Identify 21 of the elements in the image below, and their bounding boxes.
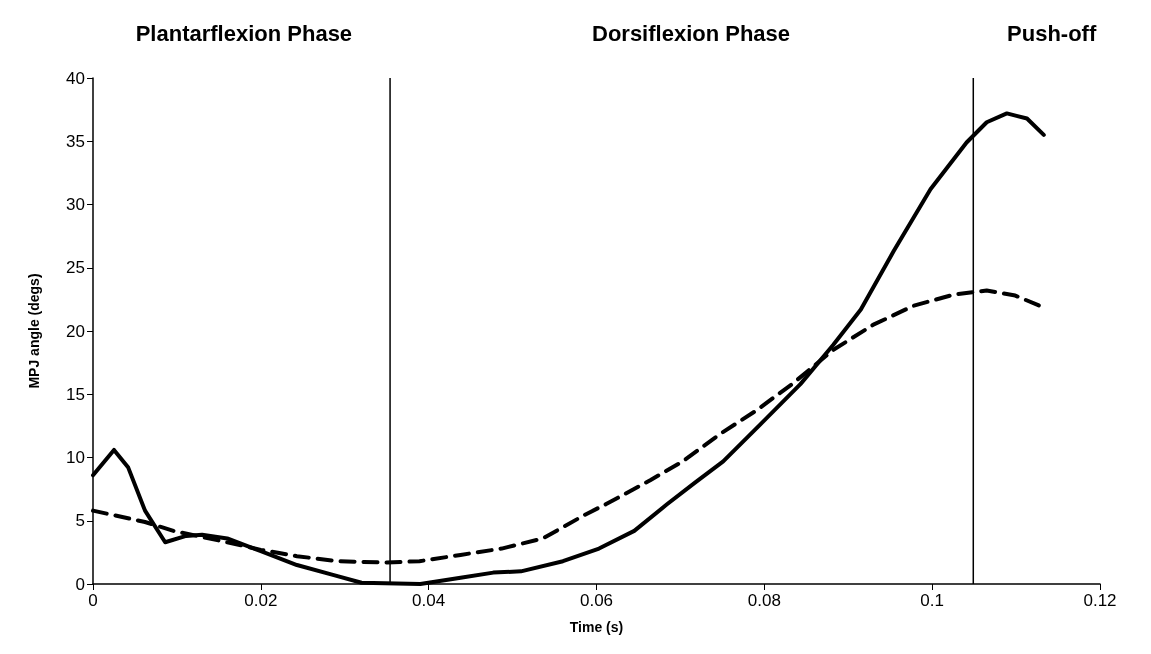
text: Push-off [1007,20,1097,46]
text: Dorsiflexion Phase [591,20,791,46]
y-tick-label: 0 [75,574,85,594]
x-tick-label: 0.1 [920,591,944,610]
y-axis-title: MPJ angle (degs) [26,273,42,389]
y-tick-label: 5 [75,511,85,531]
x-tick-label: 0.08 [747,591,781,610]
y-tick-label: 20 [66,321,85,341]
y-tick-label: 15 [66,384,85,404]
y-tick-label: 30 [66,195,85,214]
y-tick-label: 35 [66,131,85,151]
y-tick-label: 40 [66,68,85,88]
x-tick-label: 0.02 [244,591,278,610]
x-tick-label: 0.04 [412,591,446,610]
x-tick-label: 0.06 [579,591,614,610]
y-tick-label: 10 [66,448,85,467]
x-tick-label: 0.12 [1083,591,1117,610]
x-tick-label: 0 [88,591,98,610]
text: Plantarflexion Phase [135,20,353,46]
x-axis-title: Time (s) [569,619,624,635]
y-tick-label: 25 [66,258,85,278]
